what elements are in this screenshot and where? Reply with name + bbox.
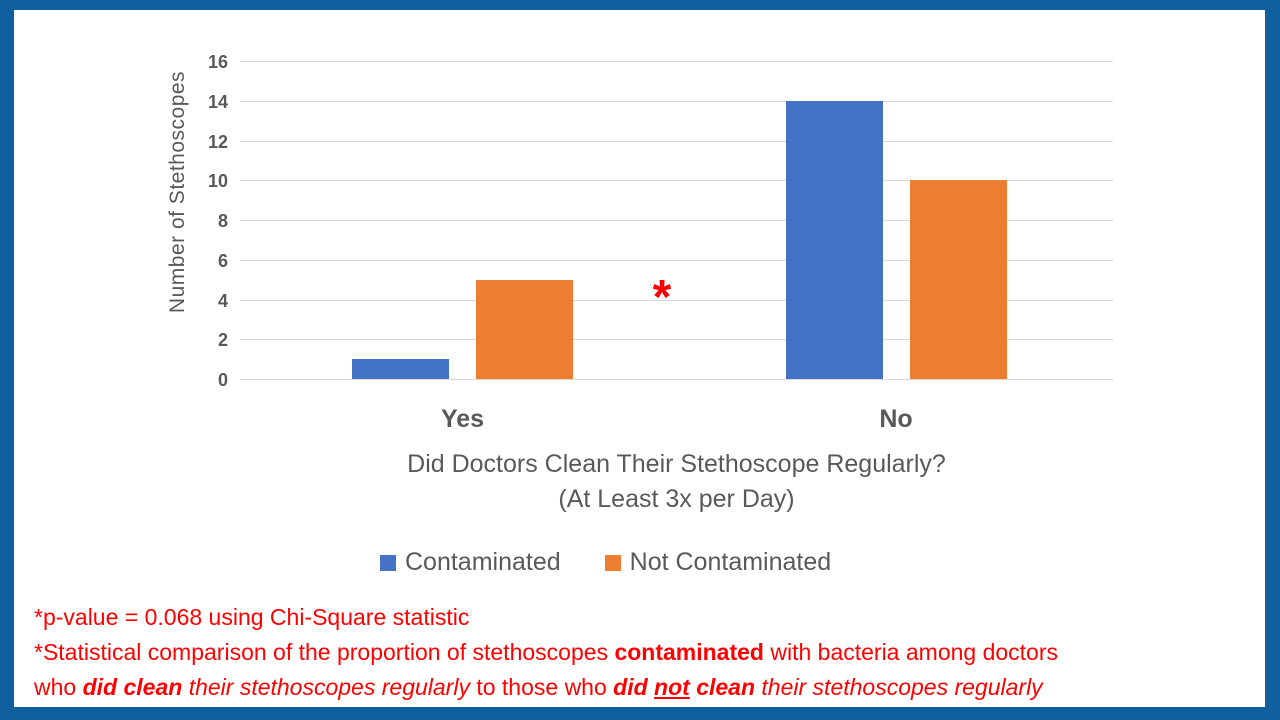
bar-yes-not-contaminated — [476, 279, 573, 379]
gridline-16 — [240, 61, 1113, 62]
y-tick-label-2: 2 — [217, 330, 228, 351]
footnote-text-segment: to those who — [469, 674, 614, 700]
plot-area: * — [240, 61, 1113, 380]
gridline-10 — [240, 180, 1113, 182]
gridline-0 — [240, 379, 1113, 380]
legend: Contaminated Not Contaminated — [380, 548, 831, 577]
footnotes: *p-value = 0.068 using Chi-Square statis… — [34, 600, 1260, 705]
significance-asterisk: * — [652, 271, 672, 324]
x-axis-title-line-2: (At Least 3x per Day) — [558, 485, 795, 513]
bar-yes-contaminated — [352, 359, 449, 379]
x-axis-title-line-1: Did Doctors Clean Their Stethoscope Regu… — [407, 450, 946, 478]
footnote-text-segment: did clean — [82, 674, 183, 700]
y-tick-label-14: 14 — [207, 91, 228, 112]
gridline-4 — [240, 299, 1113, 301]
footnote-text-segment: their stethoscopes regularly — [188, 674, 470, 700]
y-tick-label-8: 8 — [217, 211, 228, 231]
y-tick-label-4: 4 — [217, 290, 228, 311]
gridline-6 — [240, 259, 1113, 261]
y-tick-label-6: 6 — [217, 250, 228, 271]
footnote-line-1: *p-value = 0.068 using Chi-Square statis… — [34, 604, 470, 630]
footnote-text-segment: clean — [689, 674, 756, 700]
y-tick-label-16: 16 — [207, 52, 228, 72]
legend-label: Not Contaminated — [629, 548, 832, 576]
footnote-text-segment: with bacteria among doctors — [763, 639, 1059, 665]
legend-label: Contaminated — [405, 548, 561, 576]
footnote-line-2: *Statistical comparison of the proportio… — [34, 635, 1260, 670]
x-axis-title: Did Doctors Clean Their Stethoscope Regu… — [240, 447, 1113, 517]
footnote-line-3: who did clean their stethoscopes regular… — [34, 670, 1260, 705]
gridline-2 — [240, 339, 1113, 341]
x-category-labels: Yes No — [0, 405, 1280, 439]
footnote-text-segment: their stethoscopes regularly — [761, 674, 1043, 700]
footnote-text-segment: did — [613, 674, 655, 700]
y-tick-label-0: 0 — [217, 370, 228, 390]
gridline-14 — [240, 100, 1113, 102]
legend-swatch-icon — [604, 554, 621, 571]
legend-swatch-icon — [380, 554, 396, 571]
gridline-8 — [240, 220, 1113, 221]
x-category-label-yes: Yes — [440, 405, 485, 433]
legend-item-not-contaminated: Not Contaminated — [604, 548, 832, 577]
bar-no-not-contaminated — [909, 180, 1007, 379]
footnote-text-segment: *Statistical comparison of the proportio… — [34, 639, 615, 665]
y-tick-label-12: 12 — [207, 131, 228, 152]
x-category-label-no: No — [879, 405, 913, 433]
gridline-12 — [240, 140, 1113, 142]
y-axis-tick-labels: 0 2 4 6 8 10 12 14 16 — [172, 52, 228, 390]
footnote-text-segment: who — [34, 674, 83, 700]
y-tick-label-10: 10 — [207, 171, 228, 192]
bar-no-contaminated — [785, 100, 883, 379]
footnote-text-segment: not — [654, 674, 690, 700]
footnote-text-segment: contaminated — [614, 639, 764, 665]
legend-item-contaminated: Contaminated — [380, 548, 561, 577]
